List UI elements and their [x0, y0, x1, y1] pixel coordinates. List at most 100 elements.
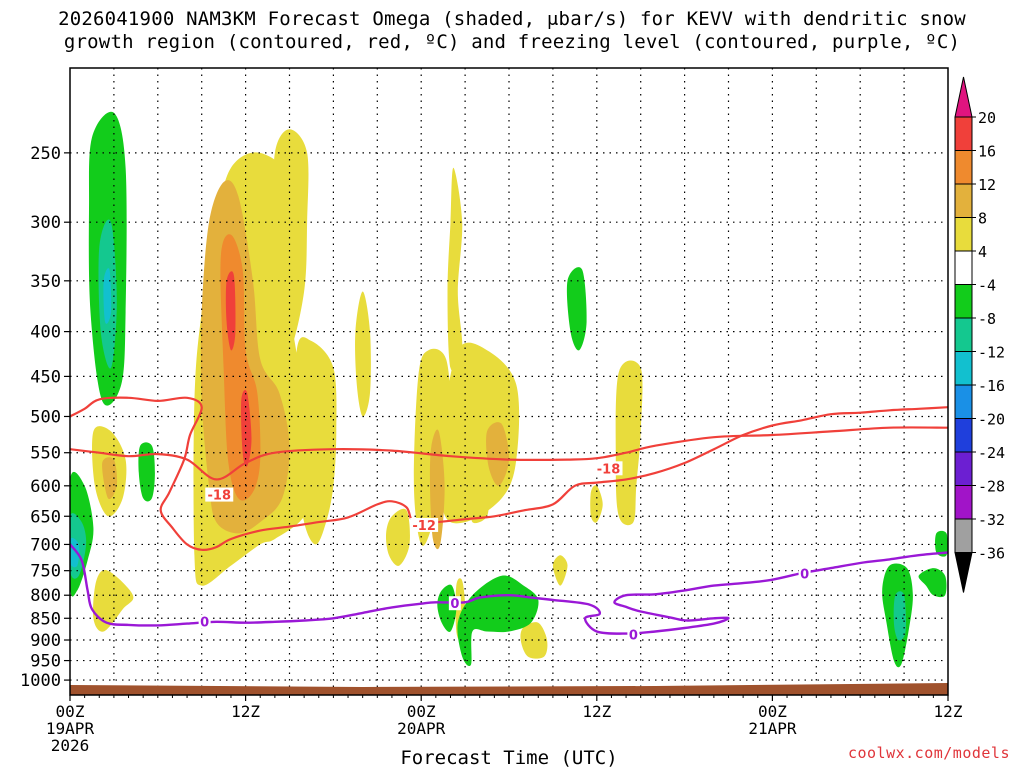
- x-tick-label: 20APR: [397, 719, 446, 738]
- y-tick-label: 800: [30, 586, 61, 606]
- ground-fill: [70, 682, 948, 695]
- colorbar-bin: [954, 116, 973, 151]
- ground-strip: [70, 682, 948, 695]
- dgz-contour-line: [70, 396, 948, 552]
- y-tick-label: 400: [30, 323, 61, 343]
- omega-region: [93, 570, 134, 632]
- omega-region: [552, 555, 568, 586]
- colorbar-label: 20: [978, 109, 996, 127]
- contour-lines: [70, 396, 948, 635]
- colorbar-bin: [954, 317, 973, 352]
- y-tick-label: 950: [30, 652, 61, 672]
- omega-region: [447, 167, 463, 372]
- contour-label-bg: [448, 596, 461, 611]
- x-tick-label: 00Z: [56, 702, 85, 721]
- grid-lines: [70, 68, 948, 695]
- colorbar-bin: [954, 384, 973, 419]
- omega-region: [138, 442, 155, 502]
- colorbar-label: -4: [978, 277, 996, 295]
- colorbar-bin: [954, 451, 973, 486]
- colorbar: 20 16 12 8 4 -4 -8 -12 -16 -20 -24 -28 -32 -36: [954, 76, 1005, 593]
- omega-region: [240, 390, 252, 467]
- omega-region: [225, 271, 236, 351]
- colorbar-label: 4: [978, 243, 987, 261]
- x-axis-label: Forecast Time (UTC): [400, 747, 617, 768]
- colorbar-label: 16: [978, 143, 996, 161]
- colorbar-bin: [954, 351, 973, 386]
- colorbar-label: -24: [978, 444, 1005, 462]
- omega-region: [295, 337, 337, 545]
- colorbar-label: -12: [978, 344, 1005, 362]
- x-tick-label: 12Z: [934, 702, 963, 721]
- y-tick-label: 500: [30, 407, 61, 427]
- x-tick-label: 12Z: [231, 702, 260, 721]
- contour-label: 0: [629, 628, 638, 643]
- omega-region: [102, 457, 118, 500]
- contour-label: 0: [800, 568, 809, 583]
- y-tick-label: 450: [30, 367, 61, 387]
- contour-label: -12: [412, 519, 436, 534]
- omega-region: [893, 591, 906, 641]
- x-tick-label: 00Z: [407, 702, 436, 721]
- omega-region: [273, 129, 309, 351]
- x-tick-label: 21APR: [748, 719, 797, 738]
- colorbar-bin: [954, 418, 973, 453]
- y-tick-label: 250: [30, 144, 61, 164]
- colorbar-bin: [954, 250, 973, 285]
- colorbar-bin: [954, 284, 973, 319]
- colorbar-label: -16: [978, 377, 1005, 395]
- x-tick-label: 12Z: [582, 702, 611, 721]
- colorbar-label: -32: [978, 511, 1005, 529]
- omega-region: [470, 491, 489, 524]
- y-tick-label: 900: [30, 631, 61, 651]
- axes: 2503003504004505005506006507007508008509…: [20, 67, 963, 768]
- x-tick-label: 2026: [51, 736, 90, 755]
- colorbar-label: 12: [978, 176, 996, 194]
- omega-region: [566, 267, 587, 351]
- x-tick-label: 19APR: [46, 719, 95, 738]
- contour-label: 0: [450, 597, 459, 612]
- contour-label-bg: [410, 517, 439, 532]
- chart-title-line-1: 2026041900 NAM3KM Forecast Omega (shaded…: [58, 8, 966, 30]
- colorbar-label: 8: [978, 210, 987, 228]
- contour-label: -18: [208, 489, 232, 504]
- omega-region: [918, 568, 947, 598]
- colorbar-bin: [954, 183, 973, 218]
- y-tick-label: 600: [30, 477, 61, 497]
- y-tick-label: 350: [30, 272, 61, 292]
- colorbar-bin: [954, 485, 973, 520]
- omega-region: [486, 422, 510, 486]
- omega-region: [935, 530, 948, 557]
- credit-text: coolwx.com/models: [847, 744, 1010, 762]
- colorbar-bin: [954, 217, 973, 252]
- omega-region: [103, 268, 112, 324]
- omega-region: [520, 622, 548, 659]
- contour-label-bg: [205, 487, 234, 502]
- y-tick-label: 300: [30, 213, 61, 233]
- omega-region: [615, 360, 643, 526]
- colorbar-label: -20: [978, 411, 1005, 429]
- y-tick-label: 700: [30, 535, 61, 555]
- y-tick-label: 750: [30, 562, 61, 582]
- omega-region: [355, 291, 371, 417]
- contour-labels: -18 -18 -12 0 0 0 0: [198, 461, 811, 643]
- dgz-contour-line: [70, 426, 948, 481]
- x-tick-label: 00Z: [758, 702, 787, 721]
- colorbar-label: -8: [978, 310, 996, 328]
- contour-label-bg: [798, 566, 811, 581]
- colorbar-bin: [954, 518, 973, 553]
- y-tick-label: 1000: [20, 671, 61, 691]
- omega-shading: [70, 111, 948, 668]
- contour-label-bg: [627, 627, 640, 642]
- y-tick-label: 650: [30, 507, 61, 527]
- contour-label-bg: [198, 614, 211, 629]
- colorbar-bin: [954, 150, 973, 185]
- y-tick-label: 550: [30, 444, 61, 464]
- colorbar-cap-bottom: [954, 552, 973, 593]
- colorbar-label: -36: [978, 545, 1005, 563]
- chart-title-line-2: growth region (contoured, red, ºC) and f…: [63, 31, 961, 53]
- contour-label: 0: [200, 615, 209, 630]
- contour-label-bg: [594, 461, 623, 476]
- freezing-level-contour: [70, 543, 948, 635]
